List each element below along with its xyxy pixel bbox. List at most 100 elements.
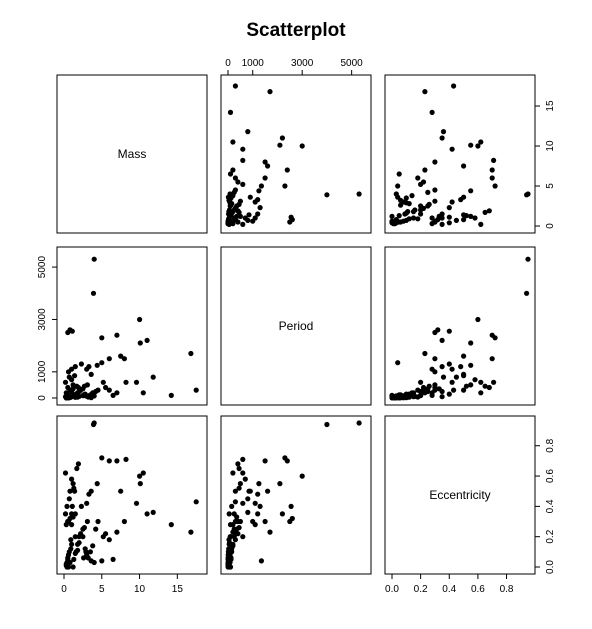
data-point bbox=[81, 555, 87, 561]
data-point bbox=[227, 564, 234, 570]
data-point bbox=[482, 383, 488, 389]
data-point bbox=[524, 290, 530, 296]
data-point bbox=[395, 183, 401, 189]
data-point bbox=[461, 163, 467, 169]
data-point bbox=[69, 522, 75, 528]
data-point bbox=[478, 139, 484, 145]
data-point bbox=[389, 213, 395, 219]
data-point bbox=[245, 496, 251, 502]
data-point bbox=[114, 390, 120, 396]
data-point bbox=[468, 362, 474, 368]
data-point bbox=[232, 83, 238, 89]
data-point bbox=[432, 356, 438, 362]
data-point bbox=[288, 503, 294, 509]
data-point bbox=[440, 129, 447, 135]
tick-label: 3000 bbox=[291, 58, 314, 69]
variable-label-period: Period bbox=[279, 319, 314, 333]
data-point bbox=[65, 518, 71, 525]
data-point bbox=[422, 350, 428, 357]
data-point bbox=[69, 377, 75, 383]
data-point bbox=[432, 198, 438, 204]
data-point bbox=[72, 534, 78, 540]
data-point bbox=[446, 328, 452, 334]
data-point bbox=[449, 379, 455, 385]
data-point bbox=[255, 211, 261, 217]
data-point bbox=[114, 458, 120, 464]
data-point bbox=[436, 213, 442, 219]
data-point bbox=[240, 470, 246, 476]
data-point bbox=[225, 194, 231, 200]
data-point bbox=[255, 491, 261, 497]
data-point bbox=[193, 499, 199, 505]
data-point bbox=[468, 382, 474, 388]
data-point bbox=[137, 473, 143, 479]
data-point bbox=[90, 290, 97, 296]
data-point bbox=[398, 202, 404, 208]
tick-label: 3000 bbox=[37, 308, 48, 331]
data-point bbox=[356, 420, 362, 426]
data-point bbox=[468, 188, 474, 194]
data-point bbox=[461, 194, 467, 200]
data-point bbox=[432, 159, 438, 165]
data-point bbox=[235, 179, 241, 185]
data-point bbox=[83, 549, 89, 555]
data-point bbox=[75, 384, 81, 391]
data-point bbox=[99, 335, 105, 341]
data-point bbox=[426, 201, 432, 207]
data-point bbox=[486, 208, 492, 214]
data-point bbox=[440, 374, 447, 380]
data-point bbox=[299, 143, 305, 149]
data-point bbox=[226, 221, 232, 227]
data-point bbox=[458, 364, 464, 370]
data-point bbox=[472, 377, 478, 383]
data-point bbox=[257, 503, 263, 509]
data-point bbox=[69, 541, 75, 547]
data-point bbox=[468, 142, 474, 148]
data-point bbox=[230, 167, 236, 173]
data-point bbox=[99, 360, 105, 366]
data-point bbox=[426, 383, 432, 389]
data-point bbox=[393, 220, 399, 226]
data-point bbox=[482, 209, 488, 215]
panel-mass-vs-period bbox=[220, 74, 372, 234]
panel-mass-vs-mass: Mass bbox=[56, 74, 208, 234]
data-point bbox=[449, 366, 455, 372]
data-point bbox=[232, 499, 238, 505]
data-point bbox=[463, 383, 469, 389]
data-point bbox=[240, 456, 246, 462]
data-point bbox=[478, 221, 484, 227]
data-point bbox=[150, 374, 156, 380]
y-axis-mass-right: 0 5 10 15 bbox=[534, 100, 556, 229]
panel-frame bbox=[220, 246, 372, 406]
data-point bbox=[439, 337, 445, 343]
data-point bbox=[227, 549, 233, 555]
data-point bbox=[121, 356, 127, 362]
data-point bbox=[72, 373, 78, 379]
panel-frame bbox=[384, 246, 536, 406]
data-point bbox=[284, 167, 290, 173]
data-point bbox=[415, 387, 421, 393]
data-point bbox=[415, 175, 421, 181]
data-point bbox=[475, 316, 481, 323]
data-point bbox=[489, 167, 495, 173]
data-point bbox=[461, 387, 467, 393]
data-point bbox=[86, 364, 92, 370]
data-point bbox=[106, 458, 112, 464]
data-point bbox=[245, 509, 251, 515]
data-point bbox=[265, 488, 271, 494]
data-point bbox=[69, 476, 75, 482]
data-point bbox=[422, 390, 428, 396]
data-point bbox=[412, 393, 418, 399]
data-point bbox=[262, 518, 268, 525]
data-point bbox=[246, 212, 252, 218]
tick-label: 0 bbox=[37, 395, 48, 401]
data-point bbox=[265, 163, 271, 169]
data-point bbox=[247, 488, 253, 494]
data-point bbox=[106, 356, 112, 362]
data-point bbox=[65, 564, 72, 570]
x-axis-eccentricity-bottom: 0.0 0.2 0.4 0.6 0.8 bbox=[385, 573, 514, 595]
data-point bbox=[69, 503, 75, 509]
tick-label: 15 bbox=[172, 584, 184, 595]
data-point bbox=[118, 488, 124, 494]
